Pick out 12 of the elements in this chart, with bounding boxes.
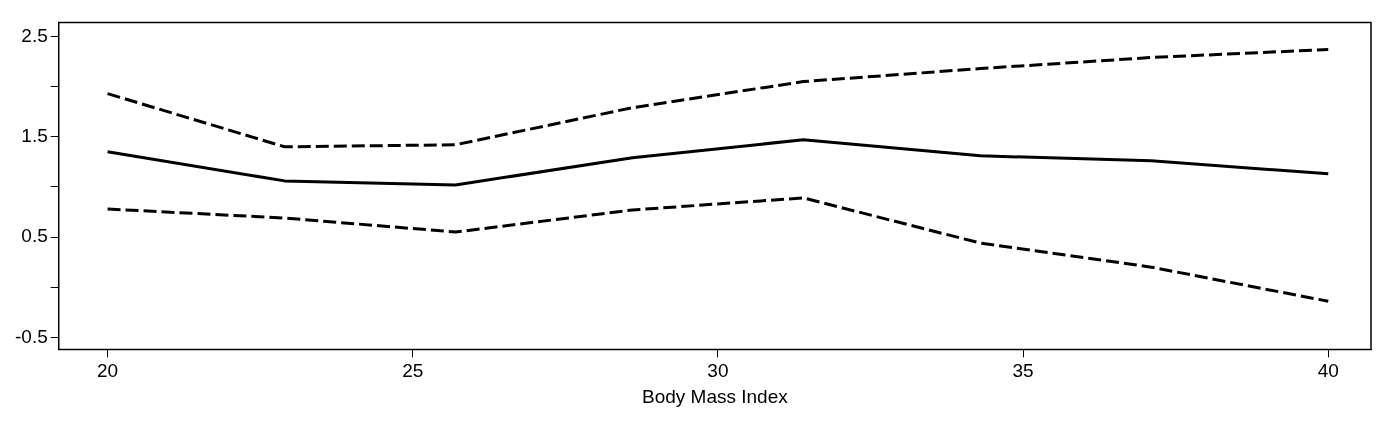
line-series [106, 47, 1330, 149]
y-tick-label: 0.5 [21, 225, 48, 247]
x-tick-label: 25 [402, 360, 424, 382]
x-tick-label: 40 [1317, 360, 1339, 382]
x-axis-title: Body Mass Index [641, 385, 789, 407]
y-tick-label: -0.5 [14, 325, 48, 347]
y-tick-label: 1.5 [21, 124, 48, 146]
x-tick-label: 30 [707, 360, 729, 382]
x-tick-label: 20 [97, 360, 119, 382]
line-series [106, 196, 1330, 303]
y-tick-label: 2.5 [21, 24, 48, 46]
x-tick-label: 35 [1012, 360, 1034, 382]
